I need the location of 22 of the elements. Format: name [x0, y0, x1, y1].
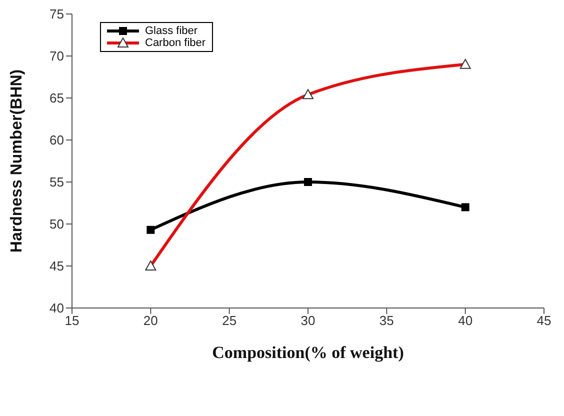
point — [304, 178, 312, 186]
point — [146, 226, 155, 234]
y-tick-label: 70 — [50, 48, 64, 64]
y-tick-label: 55 — [50, 174, 64, 190]
y-tick-label: 50 — [50, 216, 64, 232]
y-tick-label: 60 — [50, 132, 64, 148]
y-tick-label: 75 — [50, 6, 64, 22]
y-tick-label: 40 — [50, 300, 64, 316]
y-tick-label: 45 — [50, 258, 64, 274]
x-tick-label: 20 — [143, 313, 158, 328]
legend-label: Glass fiber — [145, 25, 198, 37]
x-tick-label: 40 — [458, 313, 473, 328]
legend-label: Carbon fiber — [145, 37, 206, 49]
x-tick-label: 15 — [64, 313, 80, 328]
y-axis-title: Hardness Number(BHN) — [8, 69, 26, 253]
x-tick-label: 30 — [300, 313, 316, 328]
x-tick-label: 45 — [536, 313, 552, 328]
y-tick-label: 65 — [50, 90, 64, 106]
x-tick-label: 35 — [379, 313, 394, 328]
point — [461, 203, 470, 212]
x-tick-label: 25 — [222, 313, 237, 328]
x-axis-title: Composition(% of weight) — [212, 343, 404, 362]
